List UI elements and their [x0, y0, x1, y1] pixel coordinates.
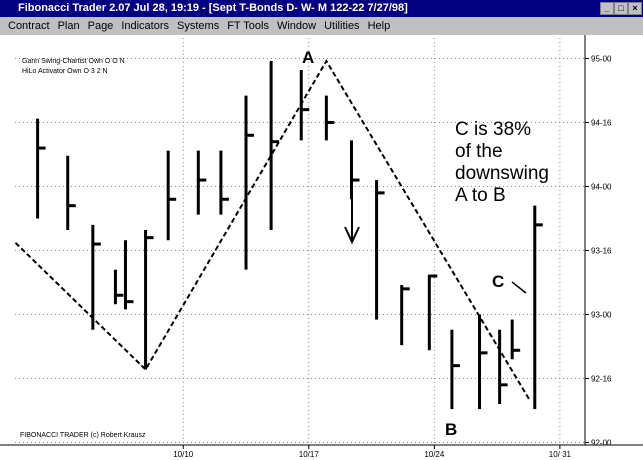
- x-tick-label: 10/ 31: [549, 450, 572, 459]
- close[interactable]: ×: [628, 2, 642, 15]
- title-bar: Fibonacci Trader 2.07 Jul 28, 19:19 - [S…: [0, 0, 643, 17]
- menu-bar: Contract Plan Page Indicators Systems FT Tool…: [0, 17, 643, 35]
- y-tick-label: 93-16: [591, 246, 612, 255]
- menu-item[interactable]: Plan: [57, 20, 80, 32]
- x-tick-label: 10/10: [173, 450, 194, 459]
- c-pointer: [511, 281, 527, 294]
- note: of the: [455, 141, 503, 162]
- minimize[interactable]: _: [600, 2, 614, 15]
- note: C is 38%: [455, 119, 531, 140]
- menu-item[interactable]: Utilities: [324, 20, 360, 32]
- label-a: A: [302, 48, 314, 67]
- footer: FIBONACCI TRADER (c) Robert Krausz: [20, 432, 146, 439]
- legend-entry: Gann Swing-Chartist Own O O N: [22, 58, 125, 65]
- label-b: B: [445, 420, 457, 439]
- x-tick-label: 10/24: [424, 450, 445, 459]
- window-title: Fibonacci Trader 2.07 Jul 28, 19:19 - [S…: [18, 2, 408, 14]
- y-tick-label: 95-00: [591, 54, 612, 63]
- arrow-head: [344, 226, 360, 245]
- chart-bg: [0, 35, 643, 460]
- x-tick-label: 10/17: [299, 450, 320, 459]
- legend-entry: HiLo Activator Own O 3 2 N: [22, 68, 108, 75]
- note: downswing: [455, 163, 549, 184]
- swing-line: [14, 59, 531, 401]
- menu-item[interactable]: Systems: [177, 20, 220, 32]
- label-c: C: [492, 272, 504, 291]
- menu-item[interactable]: Indicators: [121, 20, 170, 32]
- y-tick-label: 94-16: [591, 118, 612, 127]
- menu-item[interactable]: Help: [367, 20, 391, 32]
- maximize[interactable]: □: [614, 2, 628, 15]
- y-tick-label: 93-00: [591, 310, 612, 319]
- note: A to B: [455, 185, 506, 206]
- menu-item[interactable]: Page: [87, 20, 114, 32]
- y-tick-label: 92-00: [591, 438, 612, 447]
- menu-item[interactable]: Window: [276, 20, 317, 32]
- y-tick-label: 92-16: [591, 374, 612, 383]
- menu-item[interactable]: Contract: [8, 20, 50, 32]
- chart: 95-00 94-16 94-00 93-16 93-00 92-16 92-00 10/10…: [0, 35, 643, 460]
- menu-item[interactable]: FT Tools: [227, 20, 269, 32]
- y-tick-label: 94-00: [591, 182, 612, 191]
